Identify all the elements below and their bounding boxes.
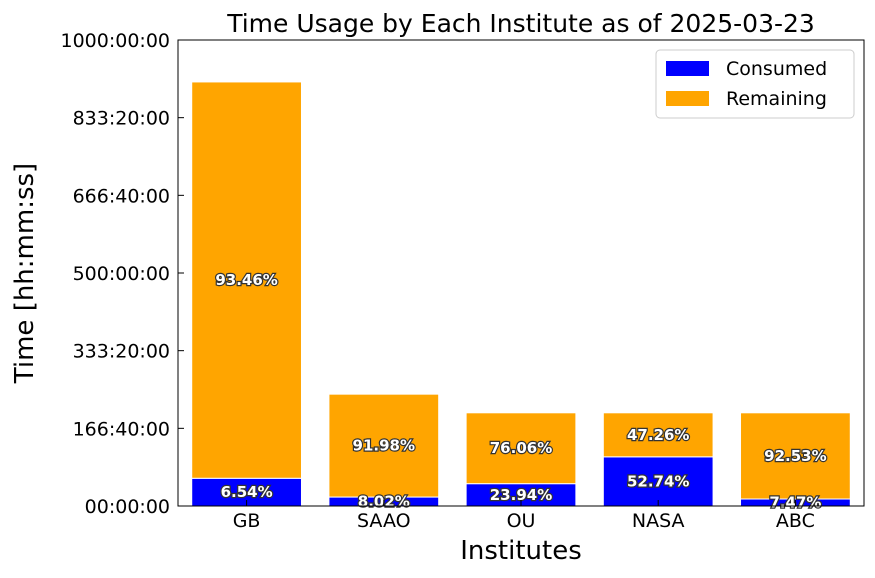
bar-remaining-ou xyxy=(465,412,577,485)
y-axis-label: Time [hh:mm:ss] xyxy=(10,163,40,384)
legend-swatch-consumed xyxy=(666,61,709,76)
y-tick-label: 833:20:00 xyxy=(73,108,170,130)
data-label-consumed-ou: 23.94% xyxy=(490,486,552,504)
legend: Consumed Remaining xyxy=(655,49,855,119)
data-label-remaining-nasa: 47.26% xyxy=(627,426,689,444)
data-label-remaining-abc: 92.53% xyxy=(764,447,826,465)
x-tick-label-gb: GB xyxy=(233,510,261,532)
bar-remaining-saao xyxy=(328,393,440,498)
y-tick-label: 333:20:00 xyxy=(73,341,170,363)
x-tick-label-ou: OU xyxy=(507,510,536,532)
x-axis-label: Institutes xyxy=(460,536,582,566)
x-tick-label-abc: ABC xyxy=(776,510,815,532)
y-tick-label: 166:40:00 xyxy=(73,418,170,440)
bar-remaining-gb xyxy=(191,81,302,479)
y-tick-label: 666:40:00 xyxy=(73,185,170,207)
chart-title: Time Usage by Each Institute as of 2025-… xyxy=(226,9,815,38)
legend-label-consumed: Consumed xyxy=(726,58,827,80)
plot-frame xyxy=(177,39,865,507)
plot-area: 6.54%93.46%8.02%91.98%23.94%76.06%52.74%… xyxy=(191,81,851,513)
legend-swatch-remaining xyxy=(666,91,709,106)
y-tick-label: 1000:00:00 xyxy=(60,30,170,52)
x-axis: GB SAAO OU NASA ABC xyxy=(233,500,815,532)
data-label-remaining-gb: 93.46% xyxy=(215,271,277,289)
x-tick-label-nasa: NASA xyxy=(632,510,685,532)
x-tick-label-saao: SAAO xyxy=(357,510,411,532)
y-tick-label: 500:00:00 xyxy=(73,263,170,285)
y-axis: 00:00:00 166:40:00 333:20:00 500:00:00 666:4… xyxy=(60,30,184,518)
bar-remaining-nasa xyxy=(602,412,714,458)
data-label-remaining-ou: 76.06% xyxy=(490,439,552,457)
data-label-consumed-nasa: 52.74% xyxy=(627,472,689,490)
bar-remaining-abc xyxy=(740,412,851,500)
y-tick-label: 00:00:00 xyxy=(85,496,170,518)
data-label-consumed-gb: 6.54% xyxy=(221,483,273,501)
data-label-remaining-saao: 91.98% xyxy=(353,437,415,455)
legend-label-remaining: Remaining xyxy=(726,88,827,110)
